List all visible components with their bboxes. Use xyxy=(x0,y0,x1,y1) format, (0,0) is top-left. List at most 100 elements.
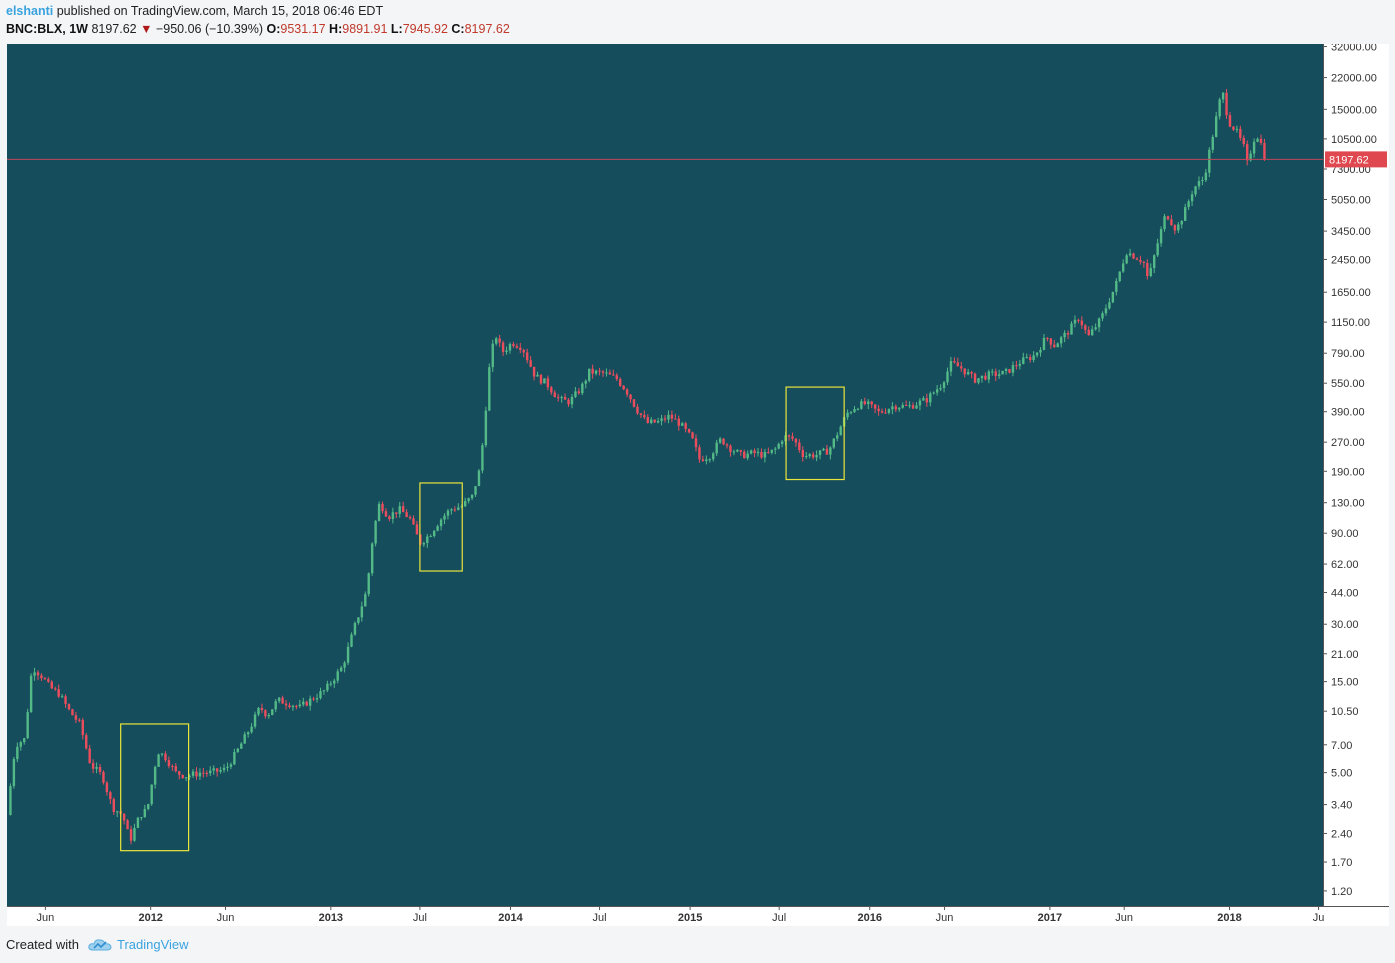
candle-body xyxy=(102,771,105,783)
candle-body xyxy=(677,418,680,426)
candle-body xyxy=(519,347,522,350)
y-tick-label: 1650.00 xyxy=(1331,287,1371,299)
candle-body xyxy=(305,701,308,706)
candle-body xyxy=(1139,259,1142,262)
candle-body xyxy=(195,771,198,777)
candle-body xyxy=(150,784,153,805)
candle-body xyxy=(1039,349,1042,353)
candle-body xyxy=(271,709,274,715)
candle-body xyxy=(691,432,694,439)
candle-body xyxy=(29,675,33,713)
candle-body xyxy=(481,445,484,471)
candle-body xyxy=(233,751,236,765)
open-value: 9531.17 xyxy=(280,22,326,36)
candle-body xyxy=(384,511,388,517)
candle-body xyxy=(326,683,329,691)
candle-body xyxy=(760,451,763,458)
candle-body xyxy=(1239,128,1242,138)
candle-body xyxy=(1218,99,1221,117)
y-tick-label: 1.20 xyxy=(1331,886,1352,898)
candle-body xyxy=(684,423,687,430)
y-tick-label: 390.00 xyxy=(1331,407,1365,419)
candle-body xyxy=(202,772,205,774)
candle-body xyxy=(308,698,312,706)
y-tick-label: 15000.00 xyxy=(1331,104,1377,116)
candle-body xyxy=(1084,325,1087,330)
candle-body xyxy=(429,536,432,538)
candle-body xyxy=(556,397,560,399)
candle-body xyxy=(422,542,426,545)
candle-body xyxy=(174,766,178,772)
candle-body xyxy=(794,438,798,443)
candle-body xyxy=(40,675,43,679)
x-tick-label: 2015 xyxy=(678,912,702,924)
candle-body xyxy=(1022,357,1025,364)
candle-body xyxy=(980,375,984,379)
chart-area[interactable]: 32000.00 22000.00 15000.00 10500.00 7300.00 5… xyxy=(7,44,1389,926)
candle-body xyxy=(856,408,860,410)
candlestick-chart[interactable]: 32000.0022000.0015000.0010500.007300.005… xyxy=(7,44,1389,926)
candle-body xyxy=(1125,255,1128,264)
candle-body xyxy=(98,766,102,772)
x-tick-label: 2013 xyxy=(319,912,343,924)
candle-body xyxy=(436,526,439,531)
candle-body xyxy=(646,417,649,423)
candle-body xyxy=(85,735,88,749)
candle-body xyxy=(1063,332,1066,338)
candle-body xyxy=(171,766,174,768)
candle-body xyxy=(539,374,543,384)
candle-body xyxy=(295,705,298,707)
candle-body xyxy=(1135,258,1139,260)
candle-body xyxy=(408,517,412,519)
candle-body xyxy=(319,691,322,699)
candle-body xyxy=(860,401,863,409)
candle-body xyxy=(1177,224,1180,231)
y-tick-label: 44.00 xyxy=(1331,587,1359,599)
candle-body xyxy=(12,759,16,787)
candle-body xyxy=(432,530,436,537)
footer: Created with TradingView xyxy=(6,936,189,954)
candle-body xyxy=(184,777,188,779)
candle-body xyxy=(474,486,477,495)
y-tick-label: 90.00 xyxy=(1331,528,1359,540)
y-tick-label: 15.00 xyxy=(1331,677,1359,689)
candle-body xyxy=(653,419,656,423)
candle-body xyxy=(1197,181,1201,187)
candle-body xyxy=(26,712,29,739)
tradingview-link[interactable]: TradingView xyxy=(116,937,189,952)
candle-body xyxy=(567,399,570,405)
candle-body xyxy=(1183,207,1187,221)
candle-body xyxy=(367,573,370,595)
candle-body xyxy=(453,509,457,511)
candle-body xyxy=(1249,153,1252,161)
candle-body xyxy=(811,454,815,458)
candle-body xyxy=(178,771,181,775)
publish-info: elshanti published on TradingView.com, M… xyxy=(6,3,383,20)
candle-body xyxy=(164,753,167,761)
candle-body xyxy=(1180,220,1183,225)
candle-body xyxy=(1163,216,1166,230)
candle-body xyxy=(939,387,942,390)
candle-body xyxy=(243,734,246,744)
candle-body xyxy=(1104,308,1108,314)
candle-body xyxy=(274,701,277,710)
candle-body xyxy=(377,503,381,521)
candle-body xyxy=(918,400,922,406)
candle-body xyxy=(725,444,729,446)
candle-body xyxy=(667,414,670,420)
x-tick-label: Jun xyxy=(217,912,235,924)
candle-body xyxy=(681,423,684,426)
candle-body xyxy=(395,512,398,514)
candle-body xyxy=(629,394,632,400)
x-tick-label: 2018 xyxy=(1217,912,1241,924)
y-tick-label: 7.00 xyxy=(1331,740,1352,752)
candle-body xyxy=(712,453,715,460)
candle-body xyxy=(801,450,805,457)
candle-body xyxy=(1094,327,1097,330)
x-tick-label: Jul xyxy=(772,912,786,924)
candle-body xyxy=(1121,263,1125,272)
candle-body xyxy=(140,817,143,819)
author-name[interactable]: elshanti xyxy=(6,4,54,18)
candle-body xyxy=(591,368,594,374)
y-tick-label: 1.70 xyxy=(1331,857,1352,869)
